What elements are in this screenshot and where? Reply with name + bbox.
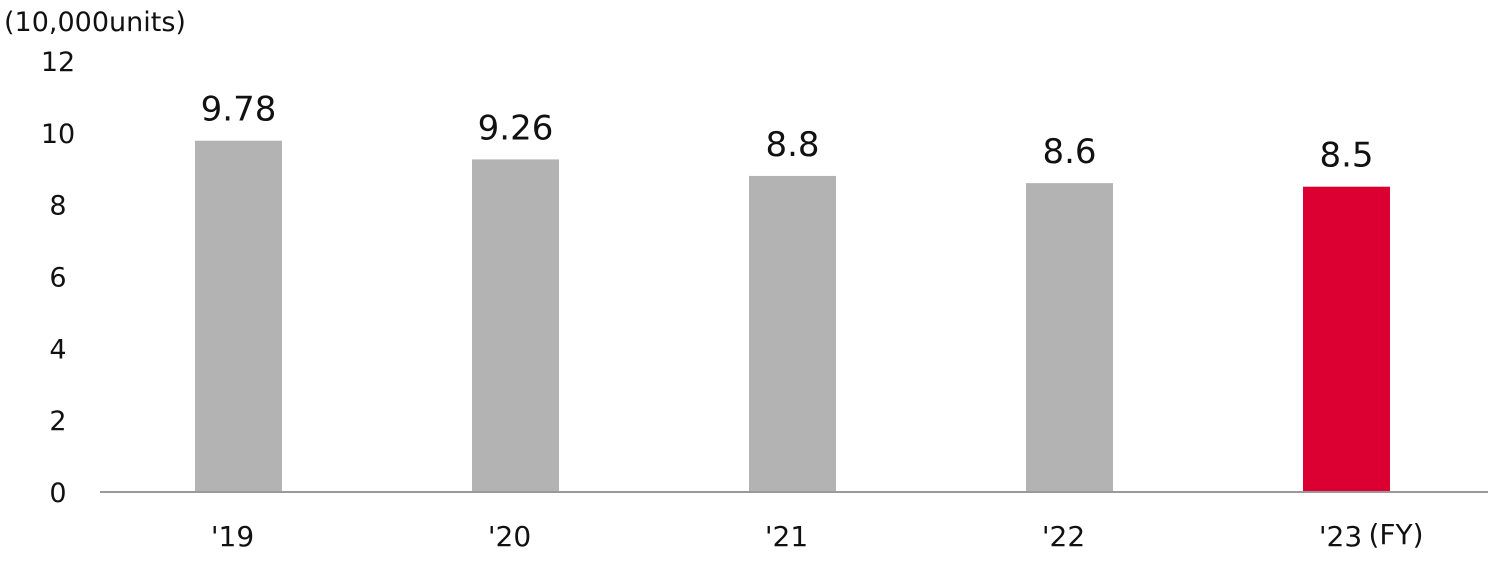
y-tick-label: 12 <box>41 47 75 78</box>
data-label: 8.6 <box>1042 132 1096 172</box>
data-label: 9.26 <box>478 108 554 148</box>
y-tick-label: 0 <box>49 478 66 509</box>
y-unit-label: (10,000units) <box>4 7 186 38</box>
y-tick-label: 4 <box>49 334 66 365</box>
x-tick-label: '19 <box>211 520 254 553</box>
bar-19 <box>195 140 282 493</box>
y-tick-label: 10 <box>41 119 75 150</box>
y-tick-label: 8 <box>49 191 66 222</box>
data-label: 9.78 <box>201 90 277 130</box>
y-tick-label: 2 <box>49 406 66 437</box>
x-tick-label: '23 <box>1319 520 1362 553</box>
x-tick-label: '22 <box>1042 520 1085 553</box>
data-label: 8.5 <box>1319 136 1373 176</box>
bar-21 <box>749 175 836 492</box>
y-tick-label: 6 <box>49 263 66 294</box>
bar-22 <box>1026 183 1113 492</box>
bar-20 <box>472 159 559 492</box>
x-tick-label: '21 <box>765 520 808 553</box>
x-axis-suffix: (FY) <box>1369 518 1424 551</box>
x-tick-label: '20 <box>488 520 531 553</box>
bar-23 <box>1303 186 1390 493</box>
data-label: 8.8 <box>765 125 819 165</box>
